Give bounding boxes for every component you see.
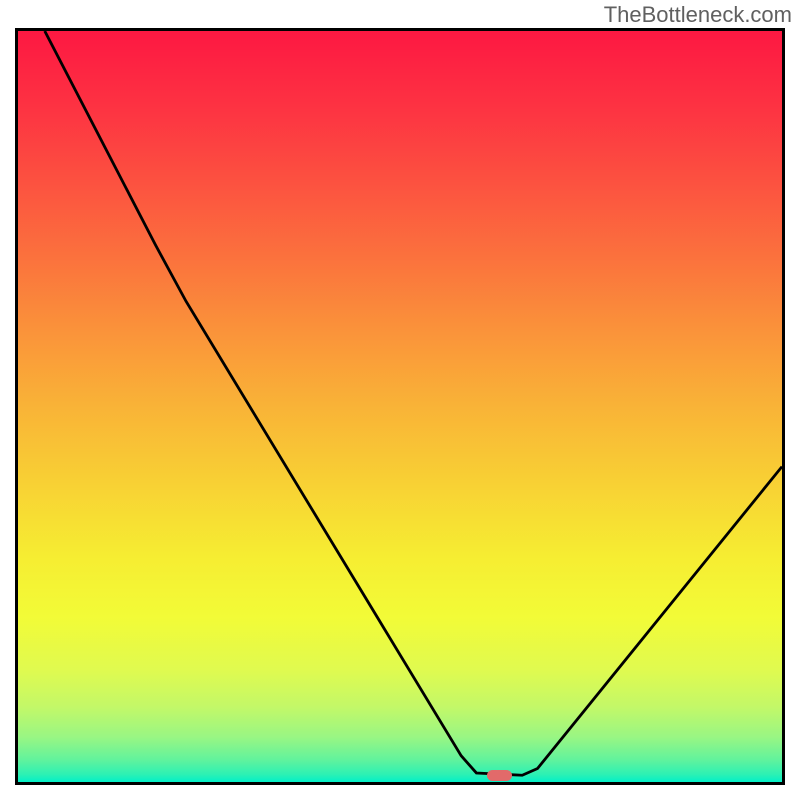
chart-container: TheBottleneck.com: [0, 0, 800, 800]
watermark-text: TheBottleneck.com: [604, 2, 792, 28]
plot-frame: [15, 28, 785, 785]
bottleneck-curve: [18, 31, 782, 782]
optimal-marker: [487, 770, 511, 781]
